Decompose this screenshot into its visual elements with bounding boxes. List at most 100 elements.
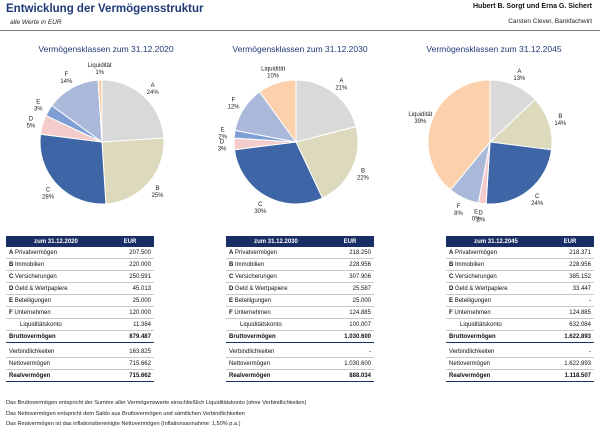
slice-percent: 0% xyxy=(472,217,481,223)
real-row: Realvermögen 888.034 xyxy=(226,369,374,382)
slice-letter: C xyxy=(258,202,263,208)
row-label-cell: A Privatvermögen xyxy=(226,247,326,259)
footnote-netto: Das Nettovermögen entspricht dem Saldo a… xyxy=(6,410,245,417)
slice-percent: 24% xyxy=(531,201,544,207)
verbindlichkeiten-row: Verbindlichkeiten 163.825 xyxy=(6,346,154,358)
row-value: 218.371 xyxy=(546,247,594,259)
row-value: 220.000 xyxy=(106,258,154,271)
row-letter: B xyxy=(449,261,454,268)
netto-value: 1.030.600 xyxy=(326,357,374,370)
brutto-value: 1.030.600 xyxy=(326,330,374,343)
netto-row: Nettovermögen 1.030.600 xyxy=(226,357,374,370)
footnote-real: Das Realvermögen ist das inflationsberei… xyxy=(6,421,241,427)
client-names: Hubert B. Sorgt und Erna G. Sichert xyxy=(472,3,592,10)
row-value: 218.250 xyxy=(326,247,374,259)
row-value: 100.007 xyxy=(326,318,374,331)
pie-svg-2020: A 24% B 25% C 28% D 5% E 3% F 14% Liquidität 1% xyxy=(27,63,165,205)
footnotes: Das Bruttovermögen entspricht der Summe … xyxy=(6,398,306,430)
slice-letter: B xyxy=(156,186,160,192)
table-row: C Versicherungen 385.152 xyxy=(446,270,594,283)
slice-percent: 10% xyxy=(267,74,280,80)
slice-label-E: E 3% xyxy=(34,99,43,112)
row-letter: D xyxy=(229,285,234,292)
real-value: 888.034 xyxy=(326,369,374,382)
slice-letter: E xyxy=(474,210,478,216)
pie-chart-2045: Vermögensklassen zum 31.12.2045 A 13% B 14%… xyxy=(400,44,588,224)
row-value: 124.885 xyxy=(326,306,374,319)
row-label-cell: D Geld & Wertpapiere xyxy=(446,282,546,295)
row-label-cell: F Unternehmen xyxy=(446,306,546,319)
report-header: Entwicklung der Vermögensstruktur alle W… xyxy=(0,0,600,33)
netto-label: Nettovermögen xyxy=(226,357,326,370)
slice-label-L: Liquidität 10% xyxy=(261,67,285,80)
slice-letter: E xyxy=(221,128,225,134)
slice-percent: 12% xyxy=(228,104,241,110)
table-row: D Geld & Wertpapiere 25.587 xyxy=(226,282,374,295)
row-label-cell: F Unternehmen xyxy=(226,306,326,319)
chart-title: Vermögensklassen zum 31.12.2030 xyxy=(232,44,368,54)
slice-letter: C xyxy=(535,194,540,200)
pie-chart-2020: Vermögensklassen zum 31.12.2020 A 24% B 25%… xyxy=(12,44,200,224)
slice-letter: A xyxy=(151,83,155,89)
header-date: zum 31.12.2020 xyxy=(6,236,106,247)
row-label-cell: D Geld & Wertpapiere xyxy=(6,282,106,295)
slice-label-L: Liquidität 1% xyxy=(88,63,112,76)
table-row: Liquiditätskonto 100.007 xyxy=(226,318,374,331)
verb-label: Verbindlichkeiten xyxy=(446,346,546,358)
table-row: B Immobilien 228.956 xyxy=(446,258,594,271)
pie-slice-L xyxy=(97,79,103,143)
slice-percent: 39% xyxy=(414,119,427,125)
netto-row: Nettovermögen 1.622.893 xyxy=(446,357,594,370)
pie-slice-B xyxy=(488,98,553,151)
row-letter: A xyxy=(449,249,454,256)
row-label-cell: E Beteiligungen xyxy=(6,294,106,307)
row-label-cell: B Immobilien xyxy=(6,258,106,271)
row-value: 124.885 xyxy=(546,306,594,319)
netto-value: 715.662 xyxy=(106,357,154,370)
row-label-cell: B Immobilien xyxy=(446,258,546,271)
slice-percent: 24% xyxy=(147,90,160,96)
table-row: E Beteiligungen 25.000 xyxy=(6,294,154,307)
row-letter: E xyxy=(449,297,454,304)
row-letter: C xyxy=(449,273,454,280)
verb-label: Verbindlichkeiten xyxy=(6,346,106,358)
slice-letter: D xyxy=(479,210,484,216)
row-label-cell: A Privatvermögen xyxy=(6,247,106,259)
row-value: 228.956 xyxy=(326,258,374,271)
netto-label: Nettovermögen xyxy=(6,357,106,370)
row-value: 120.000 xyxy=(106,306,154,319)
row-label: Beteiligungen xyxy=(234,297,272,304)
table-row: B Immobilien 220.000 xyxy=(6,258,154,271)
row-label: Unternehmen xyxy=(234,309,271,316)
table-row: B Immobilien 228.956 xyxy=(226,258,374,271)
slice-letter: F xyxy=(457,204,461,210)
footnote-brutto: Das Bruttovermögen entspricht der Summe … xyxy=(6,400,307,406)
row-value: 33.447 xyxy=(546,282,594,295)
slice-label-B: B 22% xyxy=(357,169,370,182)
header-unit: EUR xyxy=(326,236,374,247)
pie-slice-F xyxy=(51,79,103,144)
slice-percent: 1% xyxy=(95,70,104,76)
slice-label-A: A 24% xyxy=(147,83,160,96)
brutto-row: Bruttovermögen 1.622.893 xyxy=(446,330,594,343)
real-value: 1.118.507 xyxy=(546,369,594,382)
pie-slice-L xyxy=(427,79,491,191)
row-label: Privatvermögen xyxy=(235,249,278,256)
table-row: F Unternehmen 120.000 xyxy=(6,306,154,319)
row-label-cell: E Beteiligungen xyxy=(226,294,326,307)
brutto-value: 1.622.893 xyxy=(546,330,594,343)
row-label: Versicherungen xyxy=(235,273,277,280)
row-value: 385.152 xyxy=(546,270,594,283)
row-value: 228.956 xyxy=(546,258,594,271)
row-value: 25.000 xyxy=(106,294,154,307)
slice-letter: E xyxy=(36,99,40,105)
pie-svg-2030: A 21%B 22%C 30%D 3%E 2%F 12%Liquidität 10% xyxy=(218,67,370,215)
page-subtitle: alle Werte in EUR xyxy=(10,19,62,26)
row-label: Unternehmen xyxy=(14,309,51,316)
advisor-name: Carsten Clever, Bankfachwirt xyxy=(508,18,592,25)
row-label: Liquiditätskonto xyxy=(240,321,282,328)
row-label-cell: B Immobilien xyxy=(226,258,326,271)
row-value: 250.591 xyxy=(106,270,154,283)
real-label: Realvermögen xyxy=(446,369,546,382)
slice-letter: F xyxy=(65,72,69,78)
